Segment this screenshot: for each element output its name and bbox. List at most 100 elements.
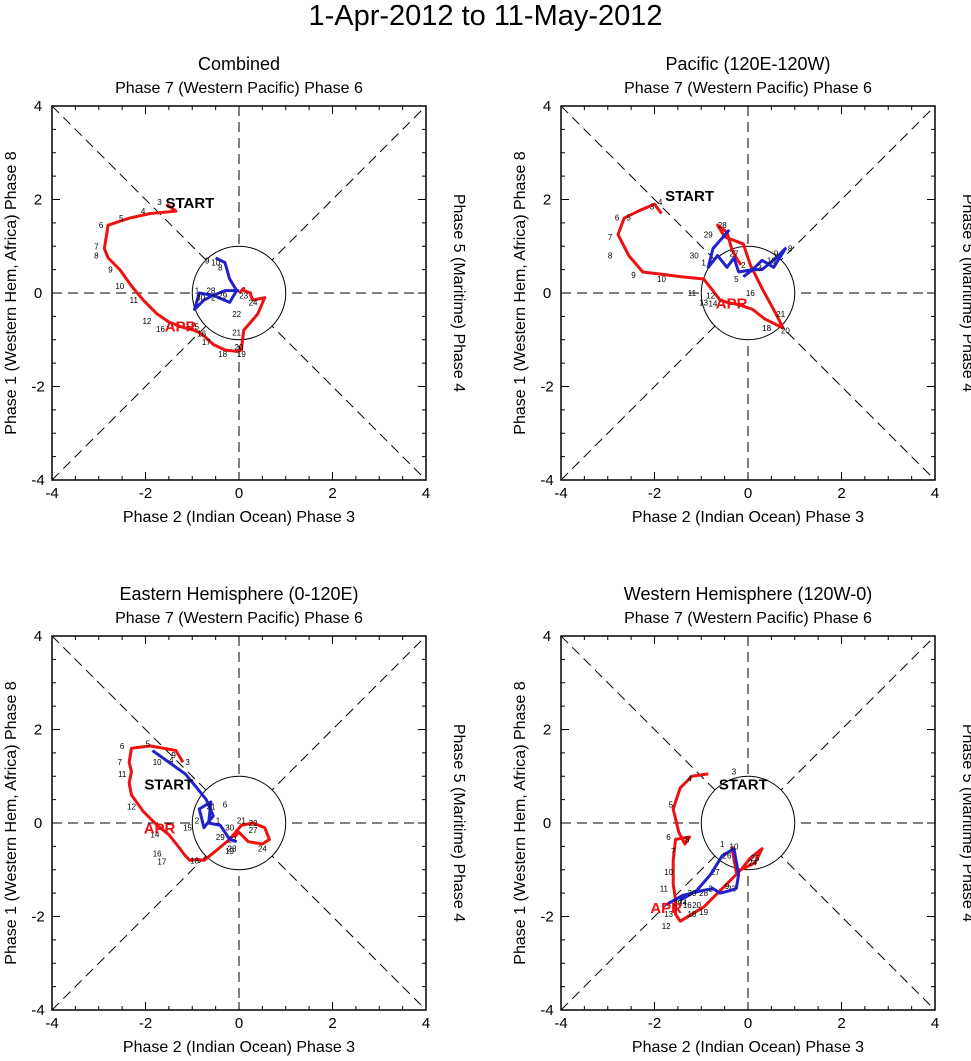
day-label: 17 [157, 857, 166, 866]
day-label: 10 [664, 868, 673, 877]
day-label: 30 [690, 252, 699, 261]
y-tick-label: -2 [31, 909, 44, 926]
x-tick-label: -2 [139, 1015, 152, 1032]
x-tick-label: -4 [554, 1015, 567, 1032]
y-tick-label: 2 [34, 722, 42, 739]
bottom-axis-label: Phase 2 (Indian Ocean) Phase 3 [632, 1039, 864, 1056]
left-axis-label: Phase 1 (Western Hem, Africa) Phase 8 [3, 681, 20, 964]
day-label: 29 [673, 898, 682, 907]
day-label: 14 [150, 831, 159, 840]
day-label: 20 [235, 343, 244, 352]
x-tick-label: -2 [139, 485, 152, 502]
day-label: 31 [206, 803, 215, 812]
day-label: 16 [156, 325, 165, 334]
day-label: 12 [127, 803, 136, 812]
day-label: 11 [688, 289, 697, 298]
right-axis-label: Phase 5 (Maritime) Phase 4 [959, 724, 971, 922]
series-line-april [671, 772, 764, 923]
left-axis-label: Phase 1 (Western Hem, Africa) Phase 8 [512, 681, 529, 964]
day-label: 12 [662, 922, 671, 931]
day-label: 4 [169, 756, 174, 765]
day-label: 29 [704, 231, 713, 240]
x-tick-label: 4 [931, 485, 939, 502]
day-label: 12 [706, 291, 715, 300]
day-label: 2 [741, 261, 746, 270]
day-label: 1 [216, 817, 221, 826]
day-label: 5 [146, 740, 151, 749]
y-tick-label: 2 [543, 722, 551, 739]
day-label: 9 [631, 271, 636, 280]
day-label: 7 [94, 242, 99, 251]
day-label: 30 [687, 889, 696, 898]
day-label: 6 [223, 800, 228, 809]
day-label: 28 [228, 845, 237, 854]
day-label: 5 [734, 275, 739, 284]
x-tick-label: -4 [45, 1015, 58, 1032]
unit-circle [700, 775, 796, 871]
y-tick-label: 0 [543, 285, 551, 302]
top-axis-label: Phase 7 (Western Pacific) Phase 6 [624, 80, 872, 97]
right-axis-label: Phase 5 (Maritime) Phase 4 [959, 194, 971, 392]
y-tick-label: 0 [543, 815, 551, 832]
month-label: APR [716, 295, 748, 312]
x-tick-label: 0 [235, 1015, 243, 1032]
day-label: 21 [232, 329, 241, 338]
day-label: 20 [692, 901, 701, 910]
day-label: 15 [183, 824, 192, 833]
panel-3: Eastern Hemisphere (0-120E) Phase 7 (West… [3, 584, 467, 1056]
day-label: 8 [94, 252, 99, 261]
x-tick-label: 0 [235, 485, 243, 502]
day-label: 11 [130, 296, 139, 305]
day-label: 6 [666, 833, 671, 842]
day-label: 6 [120, 742, 125, 751]
series-line-may [706, 228, 787, 278]
bottom-axis-label: Phase 2 (Indian Ocean) Phase 3 [632, 509, 864, 526]
panel-1: Combined Phase 7 (Western Pacific) Phase … [3, 54, 467, 526]
panel-2: Pacific (120E-120W) Phase 7 (Western Paci… [512, 54, 971, 526]
day-label: 10 [767, 256, 776, 265]
day-label: 3 [157, 198, 162, 207]
day-label: 7 [608, 233, 613, 242]
day-label: 5 [627, 213, 632, 222]
day-label: 20 [781, 326, 790, 335]
day-label: 10 [153, 758, 162, 767]
day-label: 1 [720, 840, 725, 849]
day-label: 14 [708, 299, 717, 308]
unit-circle [191, 775, 287, 871]
day-label: 30 [196, 294, 205, 303]
start-label: START [165, 195, 214, 212]
bottom-axis-label: Phase 2 (Indian Ocean) Phase 3 [123, 509, 355, 526]
day-label: 6 [615, 213, 620, 222]
day-label: 4 [141, 207, 146, 216]
y-tick-label: -2 [31, 379, 44, 396]
x-tick-label: 0 [744, 485, 752, 502]
series-line-may [665, 847, 741, 907]
series-line-april [102, 202, 267, 353]
day-label: 4 [658, 198, 663, 207]
month-label: APR [144, 821, 176, 838]
day-label: 1 [701, 259, 706, 268]
day-label: 27 [711, 868, 720, 877]
day-label: 15 [190, 323, 199, 332]
day-label: 13 [664, 910, 673, 919]
x-tick-label: -4 [45, 485, 58, 502]
day-label: 24 [258, 845, 267, 854]
day-label: 8 [218, 263, 223, 272]
x-tick-label: 2 [837, 1015, 845, 1032]
day-label: 21 [776, 310, 785, 319]
day-label: 18 [762, 324, 771, 333]
day-label: 9 [725, 882, 730, 891]
series-line-april [616, 202, 785, 330]
day-label: 21 [237, 817, 246, 826]
day-label: 1 [195, 287, 200, 296]
day-label: 10 [115, 282, 124, 291]
day-label: 2 [708, 884, 713, 893]
left-axis-label: Phase 1 (Western Hem, Africa) Phase 8 [512, 151, 529, 434]
x-tick-label: -4 [554, 485, 567, 502]
x-tick-label: -2 [648, 485, 661, 502]
day-label: 11 [660, 884, 669, 893]
day-label: 17 [202, 338, 211, 347]
day-label: 18 [218, 350, 227, 359]
day-label: 16 [153, 849, 162, 858]
start-label: START [144, 776, 193, 793]
